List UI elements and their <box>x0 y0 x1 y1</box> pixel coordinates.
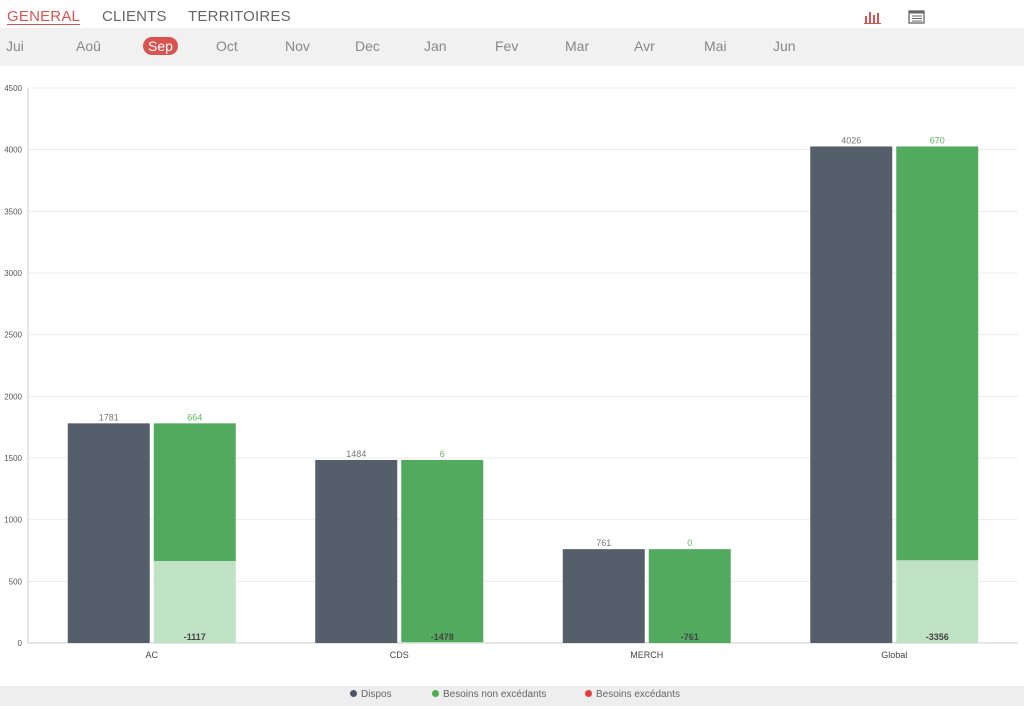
y-tick-label-3000: 3000 <box>4 269 22 278</box>
data-label-besoins-cds: 6 <box>440 449 445 459</box>
y-tick-label-4000: 4000 <box>4 146 22 155</box>
month-jan[interactable]: Jan <box>424 38 447 54</box>
legend-item-dispos[interactable]: Dispos <box>350 689 392 700</box>
month-selector: Jui Aoû Sep Oct Nov Dec Jan Fev Mar Avr … <box>0 28 1024 66</box>
bar-besoins-light-cds <box>401 642 484 643</box>
y-tick-label-0: 0 <box>18 639 23 648</box>
y-tick-label-4500: 4500 <box>4 84 22 93</box>
legend-dot-dispos <box>350 690 357 697</box>
data-label-remaining-merch: -761 <box>681 632 699 642</box>
bar-chart-icon[interactable] <box>864 10 882 24</box>
data-label-besoins-ac: 664 <box>187 412 202 422</box>
data-label-dispos-cds: 1484 <box>346 449 366 459</box>
bar-chart: 0 500 1000 1500 2000 2500 3000 3500 4000 4500 1781… <box>4 84 1018 660</box>
y-tick-label-1000: 1000 <box>4 516 22 525</box>
legend-item-besoins-non-excedants[interactable]: Besoins non excédants <box>432 689 546 700</box>
month-mar[interactable]: Mar <box>565 38 590 54</box>
legend-label-besoins-excedants: Besoins excédants <box>596 689 680 700</box>
y-tick-label-500: 500 <box>9 577 23 586</box>
legend-dot-besoins-non-excedants <box>432 690 439 697</box>
x-tick-label-ac: AC <box>145 650 158 660</box>
legend-label-besoins-non-excedants: Besoins non excédants <box>443 689 547 700</box>
month-oct[interactable]: Oct <box>216 38 238 54</box>
tab-territoires[interactable]: TERRITOIRES <box>188 8 291 25</box>
bar-dispos-cds <box>315 459 398 643</box>
month-mai[interactable]: Mai <box>704 38 727 54</box>
top-nav: GENERAL CLIENTS TERRITOIRES <box>0 0 1024 28</box>
y-tick-label-2500: 2500 <box>4 331 22 340</box>
bar-besoins-light-ac <box>153 561 236 643</box>
bar-besoins-non-excedants-merch <box>648 549 731 643</box>
legend-label-dispos: Dispos <box>361 689 392 700</box>
bar-dispos-merch <box>562 549 645 643</box>
bar-besoins-non-excedants-global <box>896 146 979 561</box>
month-dec[interactable]: Dec <box>355 38 380 54</box>
data-label-remaining-global: -3356 <box>926 632 949 642</box>
month-aou[interactable]: Aoû <box>76 38 101 54</box>
bar-besoins-light-global <box>896 560 979 643</box>
legend-item-besoins-excedants[interactable]: Besoins excédants <box>585 689 680 700</box>
data-label-besoins-merch: 0 <box>687 538 692 548</box>
legend-dot-besoins-excedants <box>585 690 592 697</box>
bar-besoins-non-excedants-ac <box>153 423 236 562</box>
tab-general[interactable]: GENERAL <box>7 8 81 25</box>
data-label-dispos-ac: 1781 <box>99 412 119 422</box>
y-tick-label-1500: 1500 <box>4 454 22 463</box>
bar-dispos-global <box>810 146 893 643</box>
table-list-icon[interactable] <box>908 10 926 24</box>
month-fev[interactable]: Fev <box>495 38 519 54</box>
month-nov[interactable]: Nov <box>285 38 310 54</box>
data-label-remaining-ac: -1117 <box>184 632 206 642</box>
bar-besoins-non-excedants-cds <box>401 459 484 643</box>
legend: Dispos Besoins non excédants Besoins exc… <box>0 686 1024 706</box>
y-tick-label-3500: 3500 <box>4 207 22 216</box>
y-tick-label-2000: 2000 <box>4 392 22 401</box>
bar-dispos-ac <box>67 423 150 643</box>
data-label-dispos-global: 4026 <box>841 135 861 145</box>
month-avr[interactable]: Avr <box>634 38 655 54</box>
data-label-besoins-global: 670 <box>930 135 945 145</box>
x-tick-label-cds: CDS <box>390 650 409 660</box>
tab-clients[interactable]: CLIENTS <box>102 8 167 25</box>
month-sep[interactable]: Sep <box>143 37 178 55</box>
data-label-dispos-merch: 761 <box>596 538 611 548</box>
x-tick-label-merch: MERCH <box>630 650 663 660</box>
x-tick-label-global: Global <box>881 650 907 660</box>
month-jui[interactable]: Jui <box>6 38 24 54</box>
month-jun[interactable]: Jun <box>773 38 796 54</box>
data-label-remaining-cds: -1478 <box>431 632 454 642</box>
